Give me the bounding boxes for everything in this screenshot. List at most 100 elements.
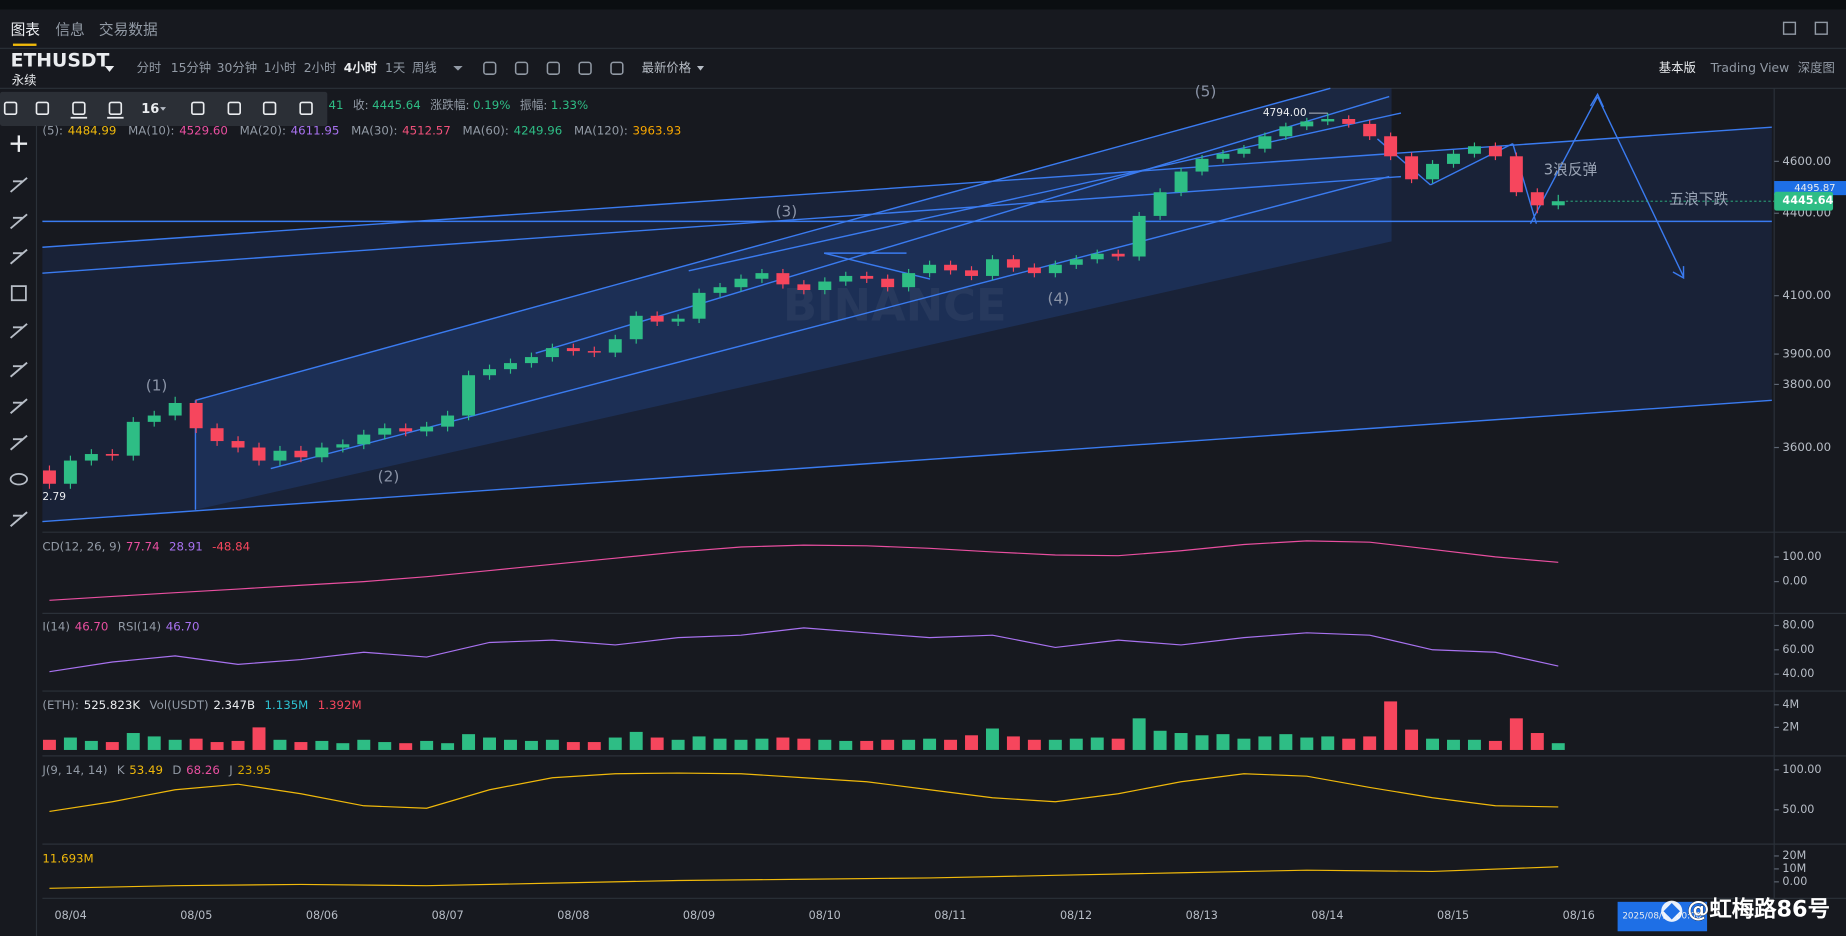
interval-button[interactable]: 周线 — [412, 61, 437, 75]
interval-more[interactable] — [453, 65, 463, 71]
y-tick-label: 50.00 — [1782, 803, 1814, 816]
ma-value: 4249.96 — [514, 123, 563, 137]
readout-value: 525.823K — [84, 698, 141, 712]
view-button[interactable]: Trading View — [1710, 61, 1790, 75]
ohlc-value: 0.19% — [473, 97, 510, 111]
tool-icon[interactable] — [483, 61, 497, 75]
y-tick-label: 0.00 — [1782, 875, 1807, 888]
tool-icon[interactable] — [578, 61, 592, 75]
interval-button[interactable]: 2小时 — [304, 61, 337, 75]
volume-bar — [483, 737, 496, 750]
interval-button[interactable]: 1天 — [385, 61, 405, 75]
drawing-tool[interactable] — [9, 213, 28, 230]
readout-value: 53.49 — [129, 762, 163, 776]
candle-body — [252, 447, 266, 461]
ma-value: 3963.93 — [633, 123, 682, 137]
tab[interactable]: 信息 — [55, 22, 84, 39]
readout-value: 1.135M — [265, 698, 309, 712]
toolbar-icon[interactable] — [262, 101, 277, 116]
drawing-tool[interactable] — [10, 135, 28, 152]
toolbar-icon[interactable] — [299, 101, 313, 116]
tab[interactable]: 交易数据 — [99, 21, 158, 39]
tool-icon[interactable] — [610, 61, 624, 75]
interval-button[interactable]: 4小时 — [344, 60, 378, 75]
price-source[interactable]: 最新价格 — [642, 60, 692, 75]
drawing-tool[interactable] — [10, 285, 27, 302]
volume-bar — [692, 736, 706, 750]
tool-icon[interactable] — [514, 61, 529, 75]
volume-bar — [357, 739, 371, 750]
ma-label: MA(60): — [463, 123, 509, 137]
candle-body — [1132, 215, 1146, 257]
volume-bar — [147, 736, 161, 750]
readout-value: 68.26 — [186, 762, 220, 776]
view-button[interactable]: 深度图 — [1798, 60, 1835, 75]
candle-body — [1027, 267, 1041, 274]
drawing-tool[interactable] — [9, 398, 28, 414]
ma-value: 4484.99 — [68, 123, 117, 137]
toolbar-icon[interactable] — [3, 101, 18, 116]
drawing-tool[interactable] — [9, 511, 28, 527]
candle-body — [923, 264, 937, 274]
mark-price-label: 4495.87 — [1794, 183, 1835, 194]
candle-body — [105, 454, 119, 456]
symbol[interactable]: ETHUSDT — [11, 51, 110, 72]
indicator-line — [49, 627, 1559, 673]
toolbar-icon[interactable] — [72, 101, 86, 116]
ohlc-label: 收: — [353, 97, 369, 111]
candle-body — [1237, 148, 1251, 154]
indicator-readout: CD(12, 26, 9) 77.74 28.91 -48.84 — [42, 539, 250, 553]
tool-icon[interactable] — [546, 61, 560, 75]
interval-button[interactable]: 15分钟 — [171, 60, 211, 75]
y-tick-label: 40.00 — [1782, 667, 1814, 680]
volume-bar — [378, 742, 392, 750]
interval-button[interactable]: 30分钟 — [217, 60, 257, 75]
candle-body — [608, 339, 622, 353]
toolbar-icon[interactable] — [108, 101, 123, 116]
font-size-select[interactable]: 16 — [141, 102, 159, 117]
toolbar-icon[interactable] — [227, 101, 241, 116]
volume-bar — [1488, 740, 1502, 750]
drawing-tool[interactable] — [9, 323, 28, 339]
credit-text: @虹梅路86号 — [1687, 896, 1830, 923]
drawing-tool[interactable] — [9, 361, 28, 378]
candle-body — [315, 447, 329, 458]
symbol-dropdown[interactable] — [104, 65, 115, 72]
volume-bar — [1153, 730, 1167, 750]
candle-body — [902, 273, 916, 288]
candle-body — [1509, 156, 1523, 193]
readout-label: Vol(USDT) — [150, 698, 209, 712]
ma-label: MA(120): — [574, 123, 628, 137]
readout-value: 28.91 — [169, 539, 203, 553]
readout-value: 11.693M — [42, 851, 93, 865]
last-price-tag — [1774, 191, 1834, 211]
drawing-tool[interactable] — [9, 473, 28, 486]
volume-bar — [944, 739, 958, 750]
indicator-readout: 11.693M — [42, 851, 93, 865]
interval-button[interactable]: 分时 — [137, 61, 162, 75]
drawing-tool[interactable] — [9, 434, 28, 451]
tab[interactable]: 图表 — [11, 22, 41, 39]
ma-value: 4529.60 — [179, 123, 228, 137]
drawing-tool[interactable] — [9, 248, 28, 265]
window-icon[interactable] — [1814, 21, 1828, 35]
volume-bar — [881, 739, 895, 750]
toolbar-icon[interactable] — [35, 101, 50, 116]
window-icon[interactable] — [1782, 21, 1797, 35]
drawing-tool[interactable] — [9, 177, 28, 193]
x-tick-label: 08/07 — [432, 909, 464, 922]
icon-stroke — [9, 434, 28, 451]
volume-bar — [420, 740, 434, 750]
volume-bar — [231, 740, 245, 750]
candle-body — [336, 444, 350, 448]
view-button[interactable]: 基本版 — [1659, 61, 1696, 75]
icon-stroke — [9, 177, 28, 193]
volume-bar — [566, 742, 580, 750]
readout-value: 2.347B — [213, 698, 255, 712]
candle-body — [650, 315, 664, 322]
toolbar-icon[interactable] — [191, 101, 205, 116]
candle-body — [462, 375, 476, 416]
interval-button[interactable]: 1小时 — [264, 61, 297, 75]
icon-stroke — [9, 213, 28, 230]
